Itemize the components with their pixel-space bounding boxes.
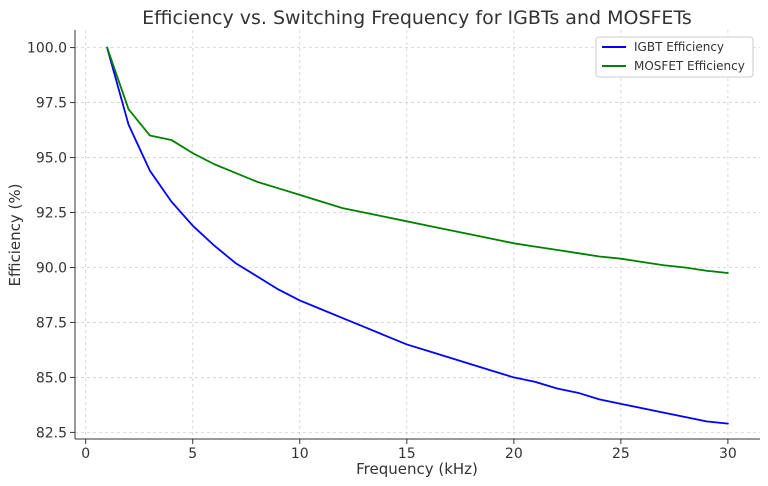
series-group [106,46,729,425]
x-tick-label: 30 [719,446,737,462]
y-axis-label: Efficiency (%) [6,184,24,287]
ticks: 0 5 10 15 20 25 30 82.5 85.0 87.5 90.0 92.5 95.0 97.5… [27,41,737,462]
y-tick-label: 90.0 [36,260,67,276]
legend-box [595,36,754,78]
legend-label-mosfet: MOSFET Efficiency [634,59,745,73]
series-line-mosfet [106,46,729,274]
chart-title: Efficiency vs. Switching Frequency for I… [142,7,692,29]
x-tick-label: 10 [291,446,309,462]
legend-label-igbt: IGBT Efficiency [634,40,724,54]
y-tick-label: 85.0 [36,370,67,386]
x-tick-label: 20 [505,446,523,462]
y-tick-label: 82.5 [36,425,67,441]
x-tick-label: 25 [612,446,630,462]
y-tick-label: 92.5 [36,206,67,222]
x-axis-label: Frequency (kHz) [356,460,478,478]
y-tick-label: 100.0 [27,41,67,57]
legend: IGBT Efficiency MOSFET Efficiency [595,36,754,78]
x-tick-label: 15 [398,446,416,462]
grid [75,30,760,439]
y-tick-label: 87.5 [36,315,67,331]
series-line-igbt [106,46,729,425]
axes [74,30,760,440]
y-tick-label: 95.0 [36,151,67,167]
x-tick-label: 0 [81,446,90,462]
x-tick-label: 5 [188,446,197,462]
y-tick-label: 97.5 [36,96,67,112]
